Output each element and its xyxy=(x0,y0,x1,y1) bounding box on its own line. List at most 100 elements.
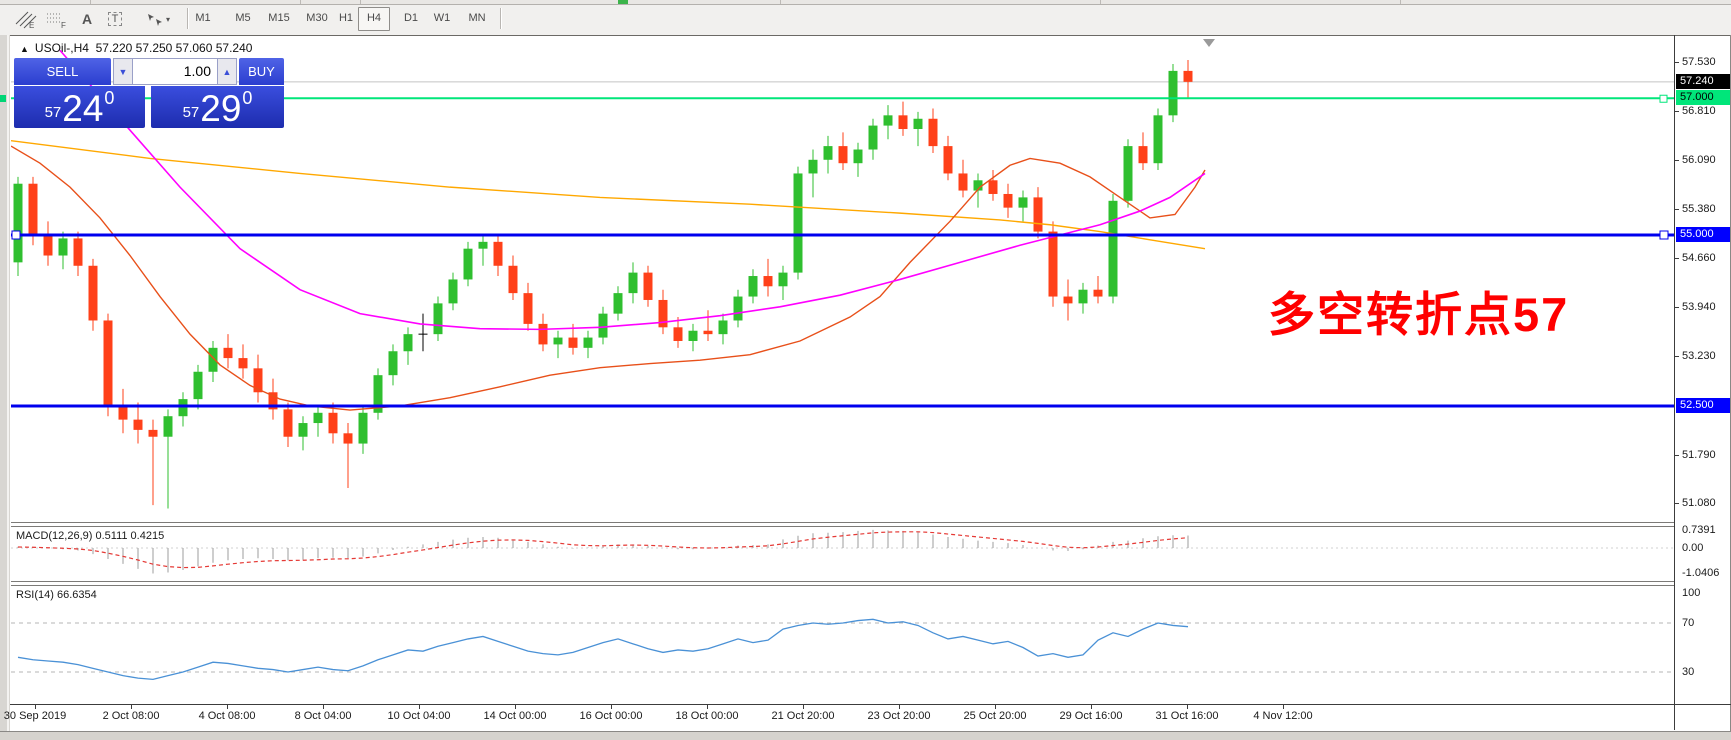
price-axis-label: 51.080 xyxy=(1682,497,1716,509)
candle-body xyxy=(1123,146,1133,201)
candle-body xyxy=(883,115,893,126)
time-axis-label: 10 Oct 04:00 xyxy=(387,710,451,722)
candle-body xyxy=(208,347,218,372)
candle-body xyxy=(793,173,803,273)
candle-body xyxy=(808,159,818,174)
candle-body xyxy=(928,118,938,147)
collapse-triangle-icon[interactable]: ▲ xyxy=(20,44,29,54)
line-studies-icon[interactable]: E xyxy=(12,8,38,30)
toolbar-separator xyxy=(500,8,502,29)
time-axis-tick xyxy=(35,705,36,709)
time-axis-tick xyxy=(611,705,612,709)
rsi-line xyxy=(17,618,1189,681)
chart-shift-marker-icon[interactable] xyxy=(1203,39,1215,47)
bid-price-display[interactable]: 57 24 0 xyxy=(14,86,145,128)
timeframe-button-h1[interactable]: H1 xyxy=(338,12,354,24)
timeframe-button-h4[interactable]: H4 xyxy=(358,7,390,31)
green-line-edge-marker xyxy=(0,95,6,102)
candle-body xyxy=(403,334,413,352)
candle-body xyxy=(73,238,83,266)
time-axis-tick xyxy=(227,705,228,709)
time-axis-label: 23 Oct 20:00 xyxy=(867,710,931,722)
svg-text:E: E xyxy=(29,21,34,29)
candle-body xyxy=(118,405,128,420)
text-label-icon[interactable]: A xyxy=(81,11,93,27)
hline-handle[interactable] xyxy=(11,230,21,240)
candle-body xyxy=(28,183,38,236)
time-axis-label: 31 Oct 16:00 xyxy=(1155,710,1219,722)
hline-handle[interactable] xyxy=(1659,94,1668,103)
candle-body xyxy=(763,276,773,287)
time-axis-tick xyxy=(131,705,132,709)
candle-body xyxy=(58,238,68,256)
time-axis-label: 14 Oct 00:00 xyxy=(483,710,547,722)
price-chart-canvas[interactable] xyxy=(11,36,1674,522)
time-axis-label: 25 Oct 20:00 xyxy=(963,710,1027,722)
candle-body xyxy=(898,115,908,130)
toolbar-separator xyxy=(187,8,189,29)
candle-body xyxy=(853,149,863,164)
timeframe-button-d1[interactable]: D1 xyxy=(403,12,419,24)
buy-button[interactable]: BUY xyxy=(239,58,284,85)
macd-rsi-separator[interactable] xyxy=(11,581,1674,586)
rsi-canvas[interactable] xyxy=(11,583,1674,703)
price-badge-hline-blue: 55.000 xyxy=(1676,227,1730,242)
svg-text:F: F xyxy=(61,21,66,29)
time-axis-tick xyxy=(803,705,804,709)
toolbar-sliver-green-chip xyxy=(618,0,628,4)
time-axis-tick xyxy=(515,705,516,709)
volume-increase-button[interactable]: ▲ xyxy=(217,58,237,85)
main-macd-separator[interactable] xyxy=(11,522,1674,527)
time-axis-label: 4 Oct 08:00 xyxy=(198,710,256,722)
price-axis-label: 55.380 xyxy=(1682,203,1716,215)
price-axis-label: 53.940 xyxy=(1682,301,1716,313)
text-box-icon[interactable]: T xyxy=(104,8,126,30)
macd-label: MACD(12,26,9) 0.5111 0.4215 xyxy=(16,530,165,542)
timeframe-button-mn[interactable]: MN xyxy=(468,12,486,24)
toolbar-sliver-mark xyxy=(90,0,91,4)
arrows-icon[interactable]: ▾ xyxy=(138,8,176,30)
candle-body xyxy=(1018,197,1028,208)
candle-body xyxy=(673,327,683,341)
candle-body xyxy=(703,330,713,335)
time-axis-tick xyxy=(995,705,996,709)
timeframe-button-m15[interactable]: M15 xyxy=(268,12,290,24)
toolbar-upper-row-sliver xyxy=(0,0,1731,5)
chart-window[interactable] xyxy=(10,35,1731,732)
timeframe-button-m30[interactable]: M30 xyxy=(306,12,328,24)
volume-input[interactable]: 1.00 xyxy=(133,58,217,85)
timeframe-button-w1[interactable]: W1 xyxy=(433,12,451,24)
price-axis-tick xyxy=(1674,455,1679,456)
candle-body xyxy=(553,337,563,345)
sell-button[interactable]: SELL xyxy=(14,58,111,85)
timeframe-button-m5[interactable]: M5 xyxy=(235,12,251,24)
price-axis-tick xyxy=(1674,356,1679,357)
chart-tab-bar xyxy=(0,731,1731,740)
price-axis-tick xyxy=(1674,307,1679,308)
hline-handle[interactable] xyxy=(1659,230,1669,240)
timeframe-button-m1[interactable]: M1 xyxy=(195,12,211,24)
ask-price-display[interactable]: 57 29 0 xyxy=(151,86,284,128)
candle-body xyxy=(463,248,473,280)
one-click-trading-panel: SELL ▼ 1.00 ▲ BUY 57 24 0 57 29 0 xyxy=(14,58,284,128)
volume-decrease-button[interactable]: ▼ xyxy=(113,58,133,85)
candle-body xyxy=(718,320,728,335)
time-axis-label: 8 Oct 04:00 xyxy=(294,710,352,722)
time-axis-label: 4 Nov 12:00 xyxy=(1253,710,1313,722)
candle-body xyxy=(193,371,203,400)
candle-body xyxy=(973,180,983,191)
rsi-label: RSI(14) 66.6354 xyxy=(16,589,97,601)
fibonacci-icon[interactable]: F xyxy=(44,8,70,30)
price-axis-tick xyxy=(1674,209,1679,210)
ma-fast-magenta xyxy=(59,49,1206,331)
toolbar-sliver-mark xyxy=(360,0,361,4)
candle-body xyxy=(103,320,113,406)
candle-body xyxy=(43,235,53,256)
macd-canvas[interactable] xyxy=(11,524,1674,582)
candle-body xyxy=(508,265,518,294)
price-axis-label: 56.810 xyxy=(1682,105,1716,117)
candle-body xyxy=(688,330,698,341)
candle-body xyxy=(748,276,758,297)
candle-body xyxy=(1138,146,1148,164)
time-axis-label: 18 Oct 00:00 xyxy=(675,710,739,722)
